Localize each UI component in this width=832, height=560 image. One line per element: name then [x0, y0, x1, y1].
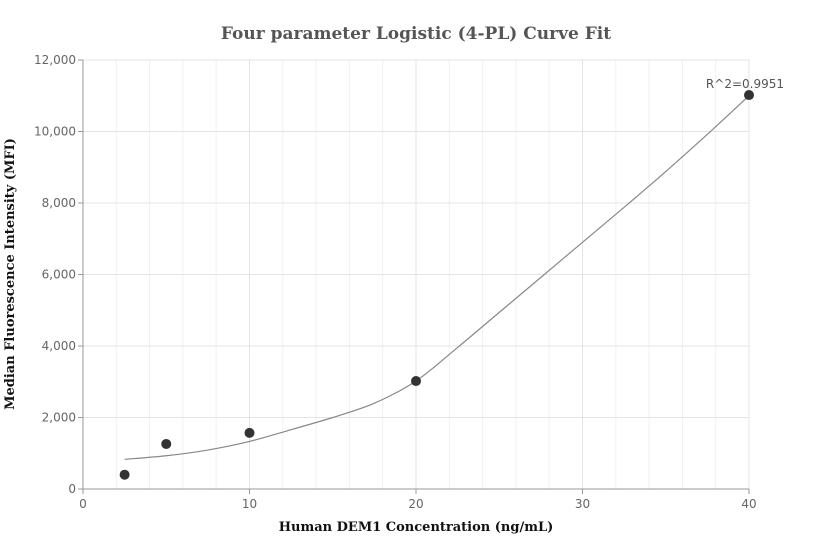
y-tick-label: 2,000	[42, 411, 76, 425]
data-point[interactable]	[411, 376, 421, 387]
annotations: R^2=0.9951	[706, 77, 784, 91]
data-point[interactable]	[161, 438, 172, 449]
y-tick-label: 8,000	[42, 196, 76, 210]
y-tick-label: 4,000	[42, 339, 76, 353]
x-tick-label: 20	[408, 497, 423, 511]
data-point[interactable]	[744, 90, 754, 101]
x-axis-label: Human DEM1 Concentration (ng/mL)	[279, 520, 554, 535]
fit-curve-line	[124, 95, 750, 460]
y-tick-label: 10,000	[34, 125, 76, 139]
y-tick-label: 0	[68, 482, 76, 496]
data-point[interactable]	[119, 469, 130, 480]
series	[119, 90, 754, 480]
x-tick-label: 10	[242, 497, 257, 511]
r-squared-annotation: R^2=0.9951	[706, 77, 784, 91]
data-point[interactable]	[244, 427, 255, 438]
chart-title: Four parameter Logistic (4-PL) Curve Fit	[221, 24, 611, 44]
y-tick-label: 12,000	[34, 53, 76, 67]
x-tick-label: 30	[575, 497, 590, 511]
grid	[83, 59, 750, 489]
y-axis-label: Median Fluorescence Intensity (MFI)	[3, 138, 18, 410]
y-tick-label: 6,000	[42, 268, 76, 282]
x-tick-label: 40	[741, 497, 756, 511]
x-tick-label: 0	[79, 497, 87, 511]
ticks: 0 10 20 30 40 0 2,000 4,000 6,000 8,000 10,000 12,0…	[34, 53, 757, 511]
